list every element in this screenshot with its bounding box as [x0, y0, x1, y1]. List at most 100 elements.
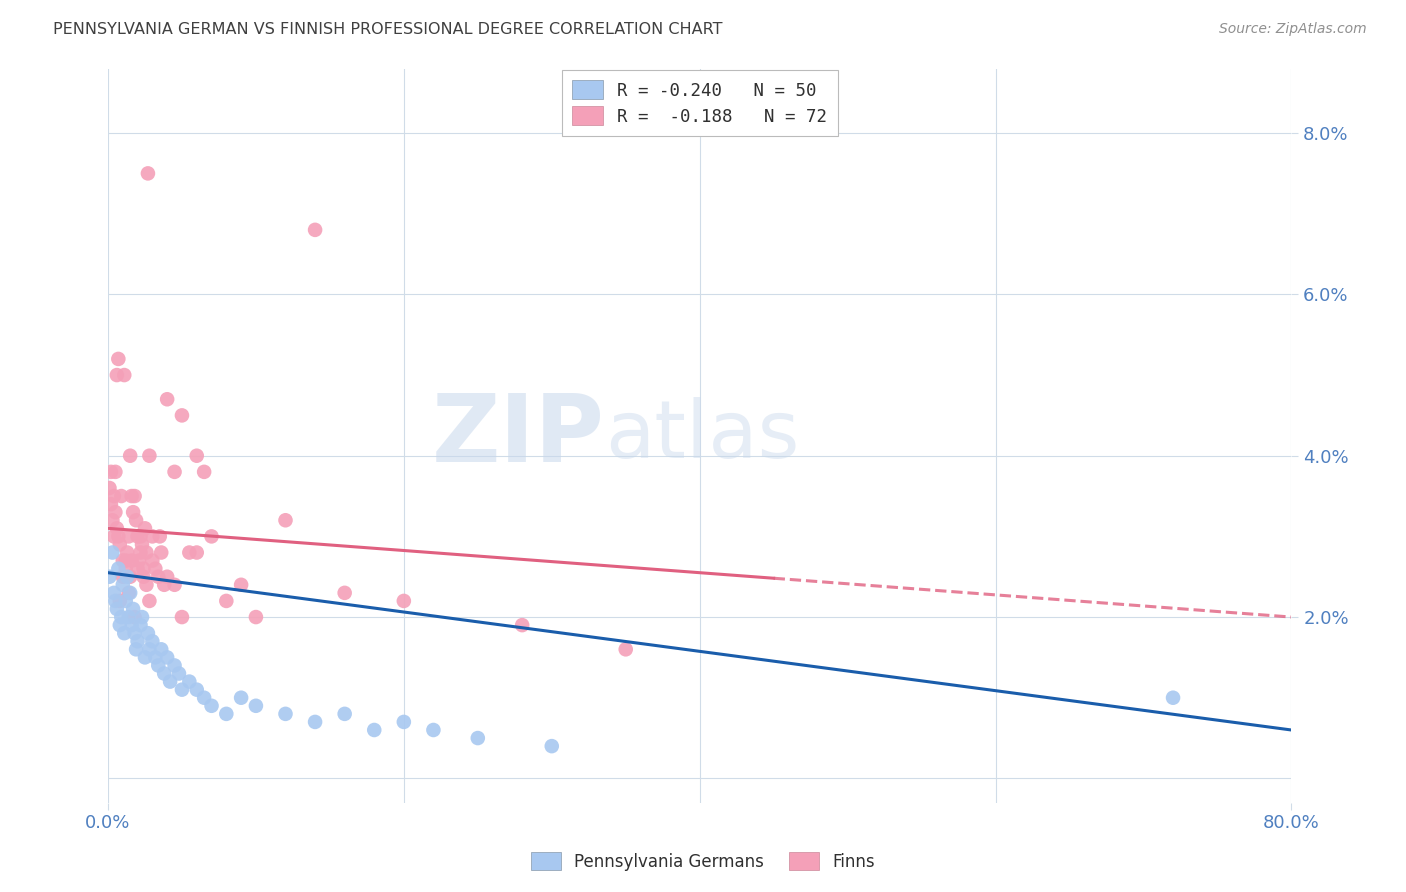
- Point: [124, 610, 146, 624]
- Point: [127, 562, 149, 576]
- Point: [153, 578, 176, 592]
- Point: [98, 570, 121, 584]
- Point: [101, 545, 124, 559]
- Point: [200, 698, 222, 713]
- Text: PENNSYLVANIA GERMAN VS FINNISH PROFESSIONAL DEGREE CORRELATION CHART: PENNSYLVANIA GERMAN VS FINNISH PROFESSIO…: [53, 22, 723, 37]
- Point: [186, 449, 208, 463]
- Point: [156, 650, 179, 665]
- Point: [105, 602, 128, 616]
- Point: [200, 529, 222, 543]
- Point: [156, 570, 179, 584]
- Point: [112, 368, 135, 382]
- Point: [103, 586, 125, 600]
- Point: [118, 586, 141, 600]
- Point: [111, 553, 134, 567]
- Point: [148, 658, 170, 673]
- Point: [118, 610, 141, 624]
- Point: [141, 634, 163, 648]
- Point: [186, 545, 208, 559]
- Point: [274, 706, 297, 721]
- Point: [132, 570, 155, 584]
- Point: [121, 489, 143, 503]
- Point: [120, 449, 142, 463]
- Point: [304, 223, 326, 237]
- Point: [467, 731, 489, 745]
- Point: [186, 682, 208, 697]
- Point: [129, 545, 152, 559]
- Point: [131, 610, 153, 624]
- Point: [138, 642, 160, 657]
- Point: [112, 626, 135, 640]
- Point: [245, 610, 267, 624]
- Point: [108, 594, 131, 608]
- Point: [111, 578, 134, 592]
- Point: [163, 465, 186, 479]
- Point: [141, 529, 163, 543]
- Point: [107, 562, 129, 576]
- Point: [170, 682, 193, 697]
- Point: [110, 489, 132, 503]
- Point: [143, 650, 166, 665]
- Point: [153, 666, 176, 681]
- Point: [274, 513, 297, 527]
- Point: [124, 626, 146, 640]
- Point: [118, 529, 141, 543]
- Point: [136, 166, 159, 180]
- Point: [392, 714, 415, 729]
- Point: [614, 642, 637, 657]
- Point: [1161, 690, 1184, 705]
- Point: [98, 481, 121, 495]
- Point: [135, 545, 157, 559]
- Point: [132, 562, 155, 576]
- Point: [135, 578, 157, 592]
- Point: [136, 626, 159, 640]
- Point: [149, 529, 172, 543]
- Point: [104, 465, 127, 479]
- Point: [114, 594, 136, 608]
- Point: [108, 537, 131, 551]
- Point: [125, 513, 148, 527]
- Point: [121, 618, 143, 632]
- Point: [138, 449, 160, 463]
- Point: [156, 392, 179, 407]
- Point: [163, 578, 186, 592]
- Point: [128, 553, 150, 567]
- Point: [159, 674, 181, 689]
- Point: [193, 690, 215, 705]
- Point: [122, 505, 145, 519]
- Text: ZIP: ZIP: [432, 390, 605, 482]
- Point: [148, 570, 170, 584]
- Point: [229, 690, 252, 705]
- Point: [115, 545, 138, 559]
- Point: [215, 706, 238, 721]
- Point: [105, 368, 128, 382]
- Point: [100, 465, 122, 479]
- Point: [510, 618, 533, 632]
- Text: Source: ZipAtlas.com: Source: ZipAtlas.com: [1219, 22, 1367, 37]
- Point: [134, 650, 156, 665]
- Point: [110, 610, 132, 624]
- Point: [141, 553, 163, 567]
- Point: [229, 578, 252, 592]
- Point: [129, 618, 152, 632]
- Legend: Pennsylvania Germans, Finns: Pennsylvania Germans, Finns: [523, 844, 883, 880]
- Point: [115, 570, 138, 584]
- Point: [108, 618, 131, 632]
- Point: [179, 674, 201, 689]
- Point: [107, 529, 129, 543]
- Point: [422, 723, 444, 737]
- Point: [304, 714, 326, 729]
- Point: [104, 505, 127, 519]
- Point: [245, 698, 267, 713]
- Point: [100, 497, 122, 511]
- Point: [150, 545, 173, 559]
- Point: [111, 570, 134, 584]
- Point: [215, 594, 238, 608]
- Point: [392, 594, 415, 608]
- Point: [143, 562, 166, 576]
- Point: [124, 489, 146, 503]
- Point: [170, 409, 193, 423]
- Point: [193, 465, 215, 479]
- Point: [129, 529, 152, 543]
- Point: [150, 642, 173, 657]
